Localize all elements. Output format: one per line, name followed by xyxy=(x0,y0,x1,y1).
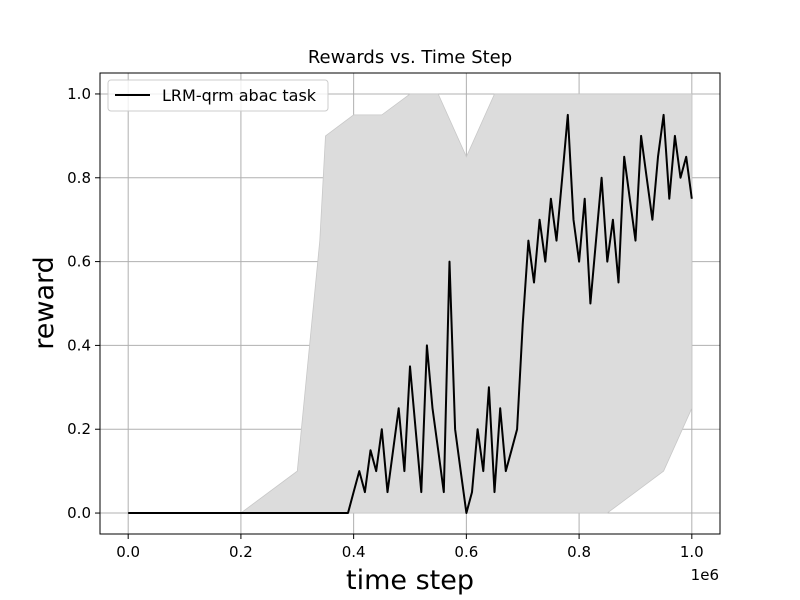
x-axis-label: time step xyxy=(346,565,474,596)
legend-label-0: LRM-qrm abac task xyxy=(162,86,317,105)
series-line-0 xyxy=(128,113,693,514)
y-tick-label-5: 1.0 xyxy=(67,85,91,103)
x-tick-label-5: 1.0 xyxy=(680,543,704,561)
x-tick-label-3: 0.6 xyxy=(454,543,478,561)
plot-area: 0.0 0.2 0.4 0.6 0.8 1.0 0.0 0.2 0.4 0.6 0.8 1.0 LRM-… xyxy=(67,72,721,561)
y-tick-label-2: 0.4 xyxy=(67,336,91,354)
x-tick-label-0: 0.0 xyxy=(116,543,140,561)
chart-title: Rewards vs. Time Step xyxy=(308,47,512,68)
y-tick-label-3: 0.6 xyxy=(67,253,91,271)
axes-frame xyxy=(99,72,721,535)
legend: LRM-qrm abac task xyxy=(107,79,329,112)
x-tick-label-2: 0.4 xyxy=(342,543,366,561)
x-tick-label-4: 0.8 xyxy=(567,543,591,561)
y-tick-label-0: 0.0 xyxy=(67,504,91,522)
y-axis-label: reward xyxy=(29,256,60,350)
legend-box xyxy=(107,79,329,112)
x-axis-offset-label: 1e6 xyxy=(691,566,719,584)
y-tick-label-4: 0.8 xyxy=(67,169,91,187)
y-tick-label-1: 0.2 xyxy=(67,420,91,438)
x-tick-label-1: 0.2 xyxy=(229,543,253,561)
